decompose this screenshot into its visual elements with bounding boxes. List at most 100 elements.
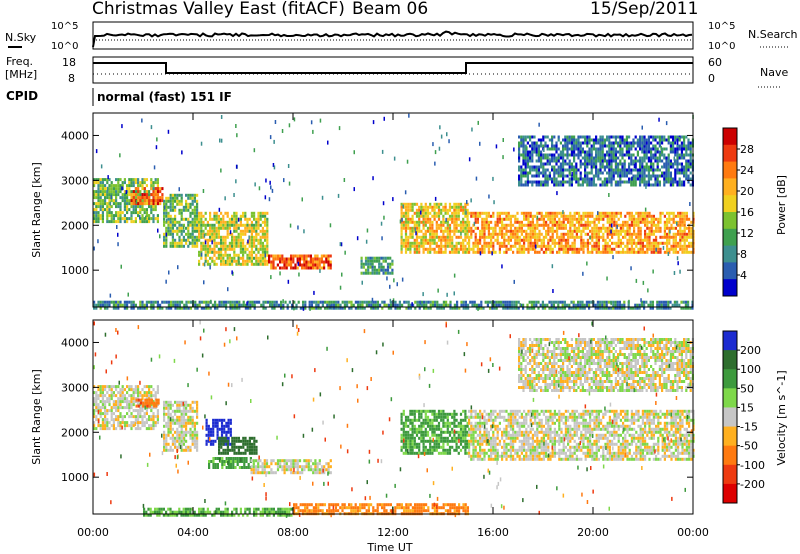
heatmap-cell — [530, 303, 533, 307]
heatmap-cell — [577, 138, 580, 142]
heatmap-cell — [97, 178, 100, 182]
heatmap-cell — [139, 190, 142, 194]
heatmap-cell — [551, 144, 554, 148]
heatmap-cell — [135, 398, 138, 402]
heatmap-cell — [141, 193, 144, 197]
heatmap-cell — [584, 211, 587, 215]
heatmap-cell — [624, 223, 627, 227]
heatmap-cell — [315, 303, 318, 307]
heatmap-cell — [380, 256, 383, 260]
heatmap-cell — [655, 235, 658, 239]
heatmap-cell — [222, 238, 225, 242]
heatmap-cell — [409, 220, 412, 224]
heatmap-cell — [647, 183, 650, 187]
heatmap-cell — [198, 303, 201, 307]
heatmap-cell — [612, 171, 615, 175]
heatmap-cell — [429, 303, 432, 307]
heatmap-cell — [573, 138, 576, 142]
heatmap-cell — [193, 226, 196, 230]
heatmap-cell — [274, 254, 277, 258]
heatmap-cell — [99, 190, 102, 194]
heatmap-cell — [524, 153, 527, 157]
heatmap-cell — [663, 220, 666, 224]
heatmap-cell — [141, 181, 144, 185]
heatmap-cell — [373, 256, 376, 260]
heatmap-cell — [566, 150, 569, 154]
heatmap-cell — [215, 256, 218, 260]
heatmap-cell — [520, 226, 523, 230]
heatmap-cell — [435, 232, 438, 236]
heatmap-cell — [690, 241, 693, 245]
heatmap-cell — [512, 244, 515, 248]
heatmap-cell — [628, 211, 631, 215]
heatmap-cell — [495, 303, 498, 307]
heatmap-cell — [110, 217, 113, 221]
heatmap-cell — [235, 241, 238, 245]
heatmap-cell — [185, 241, 188, 245]
heatmap-cell — [617, 235, 620, 239]
heatmap-cell — [509, 229, 512, 233]
heatmap-cell — [516, 211, 519, 215]
heatmap-cell — [204, 256, 207, 260]
heatmap-cell — [415, 220, 419, 224]
heatmap-cell — [121, 211, 124, 215]
heatmap-cell — [167, 303, 170, 307]
heatmap-cell — [641, 141, 644, 145]
heatmap-cell — [573, 168, 576, 172]
heatmap-cell — [663, 226, 666, 230]
heatmap-cell — [588, 180, 591, 184]
heatmap-cell — [348, 300, 351, 304]
heatmap-cell — [552, 289, 554, 293]
heatmap-cell — [601, 150, 604, 154]
heatmap-cell — [621, 135, 624, 139]
heatmap-cell — [225, 300, 228, 304]
heatmap-cell — [622, 247, 625, 251]
heatmap-cell — [656, 135, 659, 139]
heatmap-cell — [659, 235, 662, 239]
heatmap-cell — [555, 159, 558, 163]
heatmap-cell — [651, 300, 654, 304]
heatmap-cell — [123, 306, 126, 310]
heatmap-cell — [536, 226, 539, 230]
heatmap-cell — [231, 270, 233, 275]
heatmap-cell — [209, 256, 212, 260]
heatmap-cell — [112, 202, 115, 206]
heatmap-cell — [650, 183, 653, 187]
heatmap-cell — [623, 144, 626, 148]
heatmap-cell — [106, 300, 109, 304]
heatmap-cell — [253, 226, 256, 230]
heatmap-cell — [108, 211, 111, 215]
heatmap-cell — [562, 223, 565, 227]
heatmap-cell — [586, 144, 589, 148]
heatmap-cell — [154, 205, 157, 209]
heatmap-cell — [196, 303, 199, 307]
heatmap-cell — [235, 220, 238, 224]
heatmap-cell — [523, 235, 526, 239]
heatmap-cell — [665, 147, 668, 151]
heatmap-cell — [528, 300, 531, 304]
heatmap-cell — [145, 412, 148, 416]
heatmap-cell — [571, 241, 574, 245]
heatmap-cell — [577, 156, 580, 160]
heatmap-cell — [618, 303, 621, 307]
heatmap-cell — [437, 211, 441, 215]
heatmap-cell — [413, 223, 416, 227]
heatmap-cell — [156, 190, 160, 194]
heatmap-cell — [633, 164, 636, 168]
heatmap-cell — [312, 129, 314, 134]
heatmap-cell — [558, 247, 561, 251]
heatmap-cell — [540, 150, 543, 154]
heatmap-cell — [120, 264, 122, 269]
heatmap-cell — [555, 144, 558, 148]
heatmap-cell — [244, 259, 247, 263]
heatmap-cell — [666, 241, 669, 245]
heatmap-cell — [601, 165, 604, 169]
heatmap-cell — [464, 208, 467, 212]
heatmap-cell — [220, 241, 223, 245]
heatmap-cell — [564, 241, 567, 245]
heatmap-cell — [231, 235, 234, 239]
heatmap-cell — [99, 178, 102, 182]
heatmap-cell — [670, 244, 673, 248]
heatmap-cell — [639, 156, 642, 160]
heatmap-cell — [628, 250, 631, 254]
